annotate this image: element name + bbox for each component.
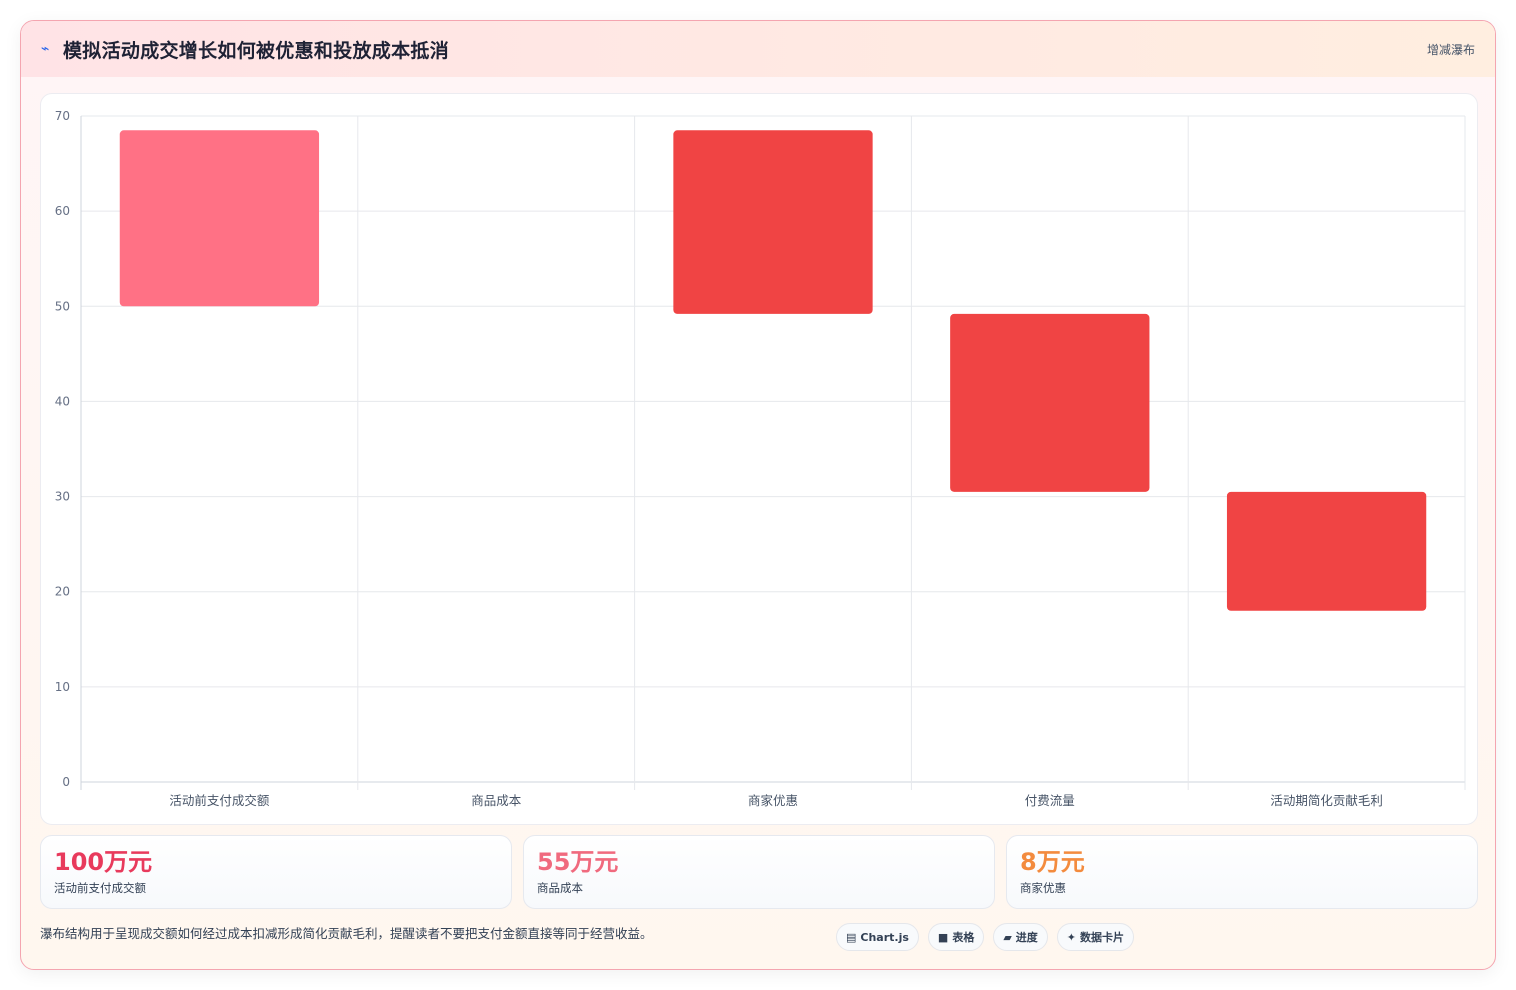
chip-label: Chart.js — [860, 930, 909, 944]
chip-data-card[interactable]: ✦ 数据卡片 — [1056, 923, 1135, 951]
waterfall-bar — [119, 130, 320, 307]
chip-label: 表格 — [952, 931, 975, 944]
progress-icon: ▰ — [1003, 930, 1012, 944]
stat-card: 8万元 商家优惠 — [1006, 835, 1478, 909]
chip-label: 数据卡片 — [1080, 931, 1125, 944]
stat-label: 商品成本 — [537, 881, 583, 895]
sparkle-icon: ✦ — [1066, 930, 1077, 944]
waterfall-chart: 0 10 20 30 40 50 60 70 活动前支付成交额 商品成本 商家优惠 付费流量 活动期简化… — [55, 109, 1466, 808]
chart-type-tag: 增减瀑布 — [1426, 42, 1475, 57]
y-tick-label: 70 — [55, 109, 70, 123]
x-tick-label: 活动期简化贡献毛利 — [1270, 793, 1383, 808]
y-tick-label: 60 — [55, 204, 70, 218]
waterfall-bar — [673, 130, 873, 314]
chip-table[interactable]: ■ 表格 — [927, 923, 985, 951]
y-tick-label: 0 — [62, 775, 70, 789]
chart-icon: ▤ — [846, 930, 857, 944]
feature-chips: ▤ Chart.js ■ 表格 ▰ 进度 ✦ 数据卡片 — [836, 923, 1135, 951]
x-tick-label: 商家优惠 — [748, 793, 798, 808]
page-title: 模拟活动成交增长如何被优惠和投放成本抵消 — [63, 39, 450, 62]
stat-value: 100万元 — [54, 848, 153, 876]
x-tick-label: 活动前支付成交额 — [169, 793, 270, 808]
table-icon: ■ — [937, 930, 949, 944]
x-tick-label: 付费流量 — [1025, 793, 1075, 808]
stat-cards: 100万元 活动前支付成交额 55万元 商品成本 8万元 商家优惠 — [40, 835, 1478, 909]
y-tick-label: 30 — [55, 490, 70, 504]
y-tick-label: 40 — [55, 394, 70, 408]
y-tick-label: 10 — [55, 680, 70, 694]
title-group: ⌁ 模拟活动成交增长如何被优惠和投放成本抵消 — [41, 36, 449, 63]
y-tick-label: 20 — [55, 585, 70, 599]
stat-card: 100万元 活动前支付成交额 — [40, 835, 512, 909]
stat-label: 活动前支付成交额 — [54, 881, 146, 895]
stat-label: 商家优惠 — [1020, 881, 1066, 895]
x-tick-label: 商品成本 — [471, 793, 522, 808]
chip-chartjs[interactable]: ▤ Chart.js — [836, 923, 919, 951]
footer-note: 瀑布结构用于呈现成交额如何经过成本扣减形成简化贡献毛利，提醒读者不要把支付金额直… — [40, 926, 653, 941]
trend-line-icon: ⌁ — [41, 41, 50, 57]
chip-progress[interactable]: ▰ 进度 — [993, 923, 1048, 951]
stat-card: 55万元 商品成本 — [523, 835, 995, 909]
waterfall-bar — [1226, 491, 1427, 611]
stat-value: 8万元 — [1020, 848, 1085, 876]
card-header: ⌁ 模拟活动成交增长如何被优惠和投放成本抵消 增减瀑布 — [21, 21, 1495, 77]
y-tick-label: 50 — [55, 299, 70, 313]
chart-card: ⌁ 模拟活动成交增长如何被优惠和投放成本抵消 增减瀑布 0 10 20 30 40 50 6… — [20, 20, 1496, 970]
waterfall-bar — [950, 313, 1150, 492]
chip-label: 进度 — [1015, 931, 1038, 944]
stat-value: 55万元 — [537, 848, 619, 876]
chart-panel: 0 10 20 30 40 50 60 70 活动前支付成交额 商品成本 商家优惠 付费流量 活动期简化… — [40, 93, 1478, 825]
